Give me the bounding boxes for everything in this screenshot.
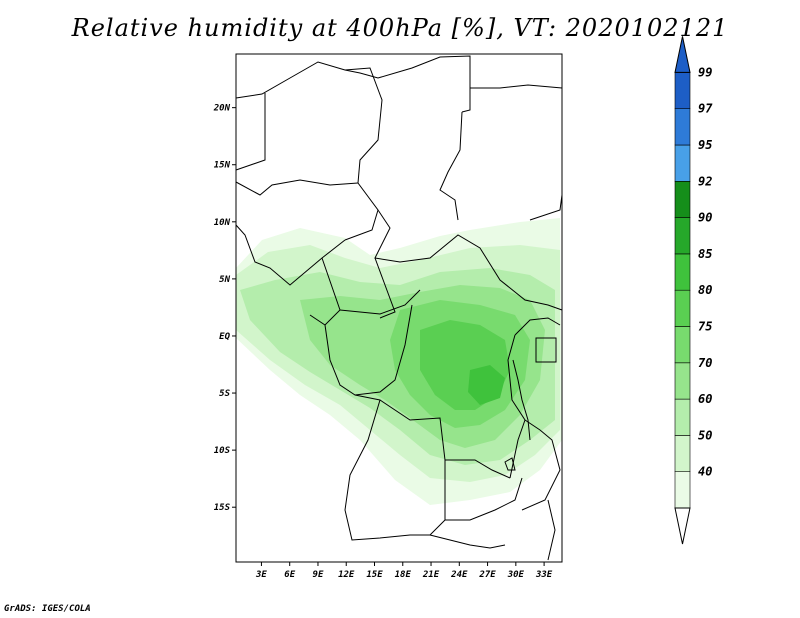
- grads-credit: GrADS: IGES/COLA: [4, 604, 91, 614]
- colorbar-label: 92: [698, 174, 712, 188]
- colorbar-segment: [674, 471, 691, 509]
- lon-tick-label: 9E: [313, 570, 324, 580]
- lat-tick-label: 15N: [214, 161, 231, 171]
- colorbar-label: 97: [698, 102, 713, 116]
- colorbar-segment: [674, 108, 691, 146]
- colorbar-min-triangle: [674, 507, 691, 545]
- colorbar-label: 60: [698, 392, 712, 406]
- lon-tick-label: 33E: [535, 570, 553, 580]
- colorbar-max-triangle: [674, 36, 691, 73]
- colorbar-segment: [674, 435, 691, 472]
- lon-tick-label: 15E: [366, 570, 383, 580]
- colorbar-label: 70: [698, 356, 712, 370]
- lon-tick-label: 30E: [507, 570, 525, 580]
- colorbar-label: 75: [698, 320, 712, 334]
- colorbar-segment: [674, 144, 691, 182]
- colorbar-segment: [674, 253, 691, 291]
- lon-tick-label: 3E: [255, 570, 267, 580]
- colorbar-label: 99: [698, 65, 712, 79]
- colorbar-label: 50: [698, 428, 712, 442]
- colorbar-segment: [674, 326, 691, 364]
- longitude-axis: 3E 6E 9E 12E 15E 18E 21E 24E 27E 30E 33E: [255, 562, 553, 580]
- colorbar-label: 80: [698, 283, 712, 297]
- colorbar-segment: [674, 398, 691, 436]
- humidity-band-85: [468, 365, 505, 405]
- colorbar-segment: [674, 362, 691, 400]
- lon-tick-label: 18E: [395, 570, 412, 580]
- lakes: [504, 337, 557, 471]
- colorbar: 40 50 60 70 75 80 85 90 92 95 97 99: [674, 36, 713, 545]
- colorbar-segment: [674, 181, 691, 218]
- lat-tick-label: 10S: [214, 446, 231, 456]
- lat-tick-label: 15S: [214, 503, 231, 513]
- humidity-field: [236, 218, 562, 505]
- colorbar-label: 40: [698, 465, 712, 479]
- lat-tick-label: 5S: [219, 389, 230, 399]
- colorbar-label: 85: [698, 247, 712, 261]
- chart-title: Relative humidity at 400hPa [%], VT: 202…: [71, 14, 729, 42]
- lon-tick-label: 21E: [422, 570, 440, 580]
- lat-tick-label: 20N: [213, 104, 231, 114]
- lon-tick-label: 24E: [450, 570, 468, 580]
- lat-tick-label: 10N: [214, 218, 231, 228]
- lon-tick-label: 6E: [284, 570, 295, 580]
- colorbar-label: 95: [698, 138, 712, 152]
- colorbar-segment: [674, 72, 691, 110]
- country-borders: [235, 55, 563, 561]
- latitude-axis: 20N 15N 10N 5N EQ 5S 10S 15S: [213, 104, 236, 513]
- colorbar-segment: [674, 217, 691, 255]
- lon-tick-label: 12E: [338, 570, 355, 580]
- lat-tick-label: 5N: [219, 275, 230, 285]
- colorbar-segment: [674, 289, 691, 327]
- lat-tick-label: EQ: [219, 332, 230, 342]
- colorbar-label: 90: [698, 211, 712, 225]
- lon-tick-label: 27E: [478, 570, 496, 580]
- map-frame: [235, 53, 563, 563]
